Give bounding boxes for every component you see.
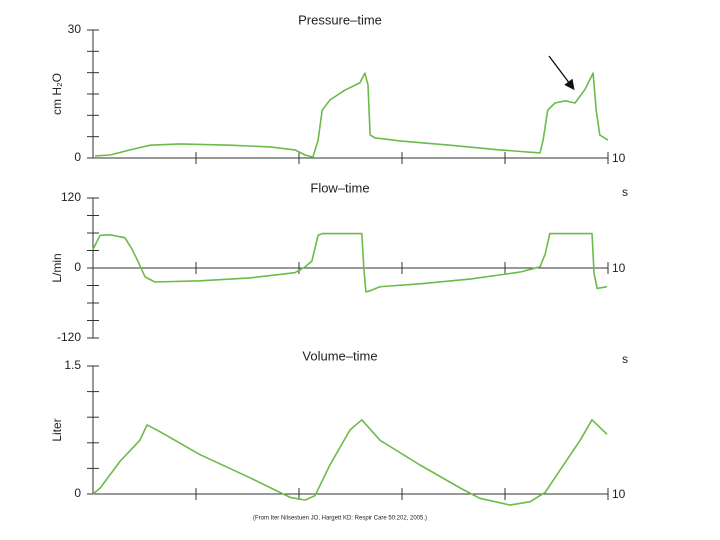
data-line <box>95 72 609 158</box>
y-tick-label: 120 <box>61 190 81 204</box>
panel-title: Pressure–time <box>298 12 382 27</box>
y-axis-label: L/min <box>50 253 64 282</box>
annotation-arrow <box>548 55 575 91</box>
y-tick-label: -120 <box>57 330 81 344</box>
panel-title: Volume–time <box>302 348 377 363</box>
y-axis-label: cm H₂O <box>50 73 64 115</box>
y-tick-label: 1.5 <box>64 358 81 372</box>
x-tick-label: 10 <box>612 487 626 501</box>
x-tick-label: 10 <box>612 261 626 275</box>
source: (From Iter Nilsestuen JO, Hargett KD: Re… <box>253 516 427 522</box>
y-tick-label: 0 <box>74 486 81 500</box>
x-axis-label: s <box>622 185 628 199</box>
y-tick-label: 0 <box>74 150 81 164</box>
x-tick-label: 10 <box>612 151 626 165</box>
data-line <box>92 232 608 293</box>
y-tick-label: 0 <box>74 260 81 274</box>
data-line <box>92 419 608 506</box>
y-tick-label: 30 <box>68 22 82 36</box>
panel-title: Flow–time <box>310 180 369 195</box>
x-axis-label: s <box>622 352 628 366</box>
y-axis-label: Liter <box>50 418 64 441</box>
